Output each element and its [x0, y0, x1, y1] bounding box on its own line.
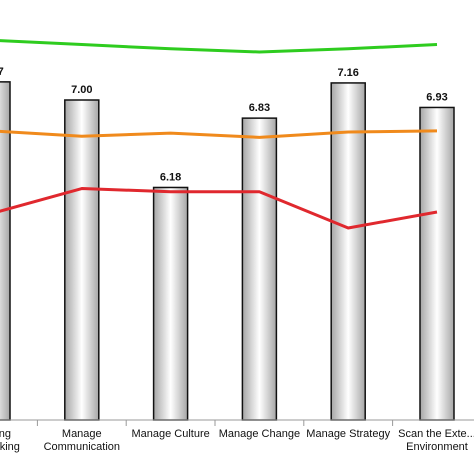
bar	[241, 117, 278, 421]
bar	[419, 106, 455, 421]
bar	[64, 99, 100, 421]
category-label: Manage	[62, 428, 102, 440]
category-label: Manage Strategy	[306, 428, 390, 440]
category-label: Communication	[44, 441, 120, 453]
value-label: ...17	[0, 66, 4, 78]
value-label: 7.16	[337, 67, 358, 79]
category-label: ...n Making	[0, 441, 20, 453]
series-line-2	[0, 129, 438, 139]
bar	[152, 186, 189, 421]
series-line-3	[0, 187, 438, 230]
bar	[0, 81, 11, 421]
value-label: 6.83	[249, 102, 270, 114]
bar	[330, 82, 366, 421]
category-label: Environment	[406, 441, 468, 453]
value-label: 6.93	[426, 91, 447, 103]
value-label: 7.00	[71, 84, 92, 96]
category-label: Scan the Exte...	[398, 428, 474, 440]
category-label: Manage Culture	[131, 428, 209, 440]
category-label: Manage Change	[219, 428, 300, 440]
value-label: 6.18	[160, 171, 181, 183]
category-label: ...aging	[0, 428, 11, 440]
series-line-1	[0, 39, 438, 54]
